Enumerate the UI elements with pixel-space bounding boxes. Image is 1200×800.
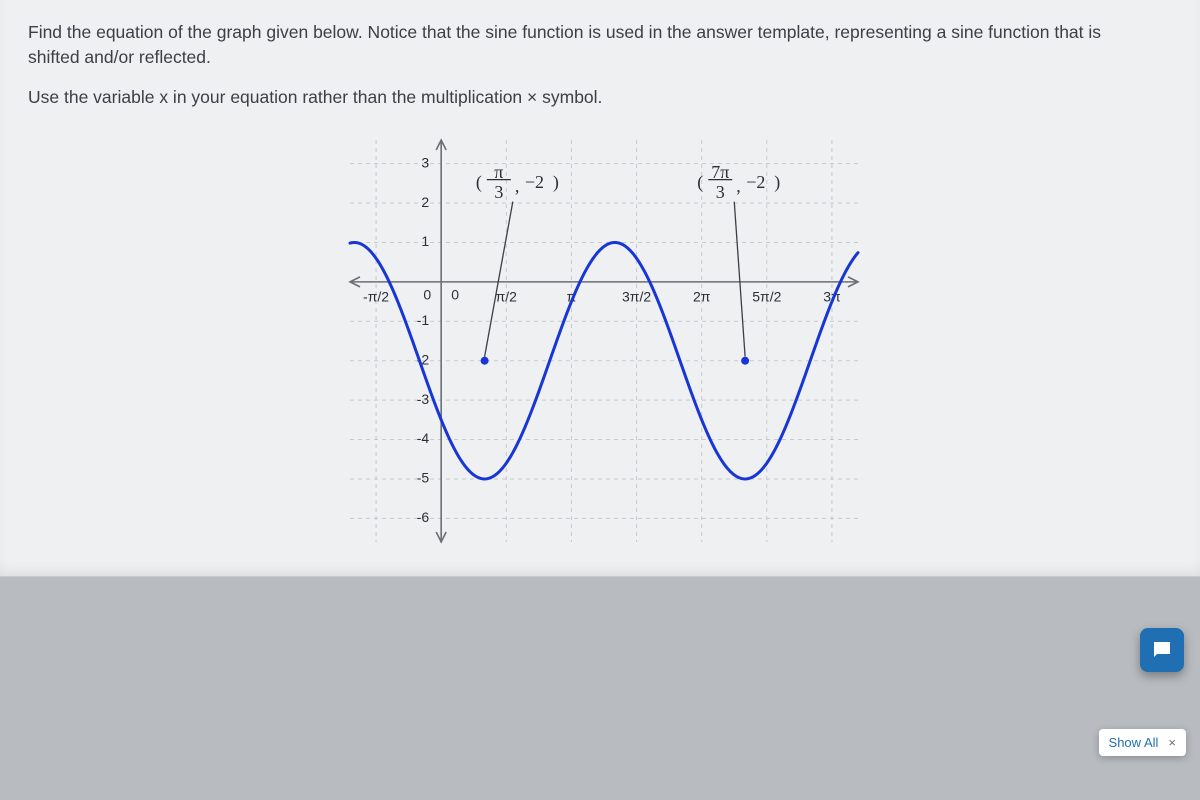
svg-text:π: π — [494, 162, 503, 182]
svg-text:3: 3 — [494, 182, 503, 202]
chat-icon — [1150, 638, 1174, 662]
svg-text:2π: 2π — [693, 289, 711, 305]
question-panel: Find the equation of the graph given bel… — [0, 0, 1200, 577]
question-text: Find the equation of the graph given bel… — [28, 20, 1148, 110]
svg-text:2: 2 — [421, 194, 429, 210]
svg-text:): ) — [774, 172, 780, 193]
svg-text:-5: -5 — [417, 470, 430, 486]
svg-text:5π/2: 5π/2 — [752, 289, 781, 305]
svg-text:3: 3 — [421, 154, 429, 170]
svg-text:,: , — [515, 176, 520, 196]
chat-button[interactable] — [1140, 628, 1184, 672]
svg-text:3π/2: 3π/2 — [622, 289, 651, 305]
svg-text:−2: −2 — [525, 172, 544, 192]
svg-text:3: 3 — [716, 182, 725, 202]
chart-svg: 321-1-2-3-4-5-60-π/20π/2π3π/22π5π/23π(π3… — [330, 132, 870, 552]
svg-text:(: ( — [697, 172, 703, 193]
svg-text:7π: 7π — [711, 162, 729, 182]
svg-text:(: ( — [476, 172, 482, 193]
svg-text:-π/2: -π/2 — [363, 289, 389, 305]
svg-text:): ) — [553, 172, 559, 193]
sine-graph: 321-1-2-3-4-5-60-π/20π/2π3π/22π5π/23π(π3… — [330, 132, 870, 552]
svg-text:π/2: π/2 — [496, 289, 518, 305]
close-icon[interactable]: × — [1168, 735, 1176, 750]
svg-text:−2: −2 — [746, 172, 765, 192]
question-line-1: Find the equation of the graph given bel… — [28, 20, 1148, 71]
svg-text:-4: -4 — [417, 430, 430, 446]
svg-text:-1: -1 — [417, 312, 430, 328]
svg-text:0: 0 — [423, 287, 431, 303]
svg-text:,: , — [736, 176, 741, 196]
show-all-label: Show All — [1109, 735, 1159, 750]
svg-text:1: 1 — [421, 233, 429, 249]
svg-text:0: 0 — [451, 287, 459, 303]
show-all-pill[interactable]: Show All × — [1099, 729, 1186, 756]
question-line-2: Use the variable x in your equation rath… — [28, 85, 1148, 110]
svg-text:-6: -6 — [417, 509, 430, 525]
svg-text:-3: -3 — [417, 391, 430, 407]
